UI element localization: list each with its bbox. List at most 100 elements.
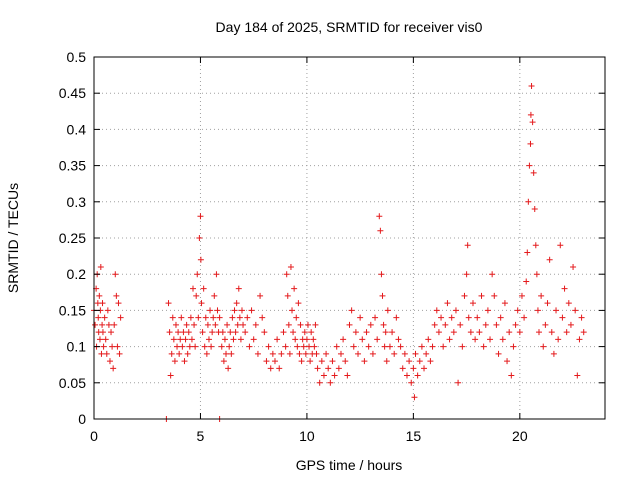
data-point [538, 292, 545, 299]
data-point [211, 292, 218, 299]
data-point [261, 329, 268, 336]
data-point [179, 343, 186, 350]
y-tick-label: 0.45 [59, 85, 86, 101]
data-point [378, 271, 385, 278]
data-point [383, 358, 390, 365]
data-point [542, 321, 549, 328]
data-point [570, 263, 577, 270]
y-tick-label: 0.25 [59, 230, 86, 246]
data-point [323, 350, 330, 357]
data-point [527, 140, 534, 147]
x-tick-label: 15 [406, 428, 422, 444]
data-point [464, 242, 471, 249]
data-point [289, 307, 296, 314]
data-point [92, 321, 99, 328]
data-point [487, 336, 494, 343]
data-point [350, 343, 357, 350]
data-point [193, 292, 200, 299]
data-point [565, 300, 572, 307]
data-point [185, 329, 192, 336]
data-point [550, 350, 557, 357]
x-tick-label: 20 [512, 428, 528, 444]
x-tick-label: 5 [197, 428, 205, 444]
data-point [521, 314, 528, 321]
data-point [235, 285, 242, 292]
data-point [238, 307, 245, 314]
data-point [418, 343, 425, 350]
data-point [233, 300, 240, 307]
data-point [572, 307, 579, 314]
data-point [367, 321, 374, 328]
data-point [176, 350, 183, 357]
data-point [271, 358, 278, 365]
data-point [263, 358, 270, 365]
data-point [114, 343, 121, 350]
data-point [530, 169, 537, 176]
data-point [274, 336, 281, 343]
data-point [497, 314, 504, 321]
y-tick-label: 0.1 [67, 339, 87, 355]
data-point [435, 329, 442, 336]
data-point [465, 314, 472, 321]
data-point [561, 285, 568, 292]
data-point [254, 350, 261, 357]
data-point [534, 307, 541, 314]
data-point [329, 358, 336, 365]
data-point [204, 321, 211, 328]
data-point [416, 358, 423, 365]
data-point [190, 285, 197, 292]
data-point [197, 256, 204, 263]
data-point [207, 307, 214, 314]
data-point [406, 358, 413, 365]
data-point [455, 379, 462, 386]
data-point [401, 350, 408, 357]
data-point [111, 321, 118, 328]
data-point [553, 307, 560, 314]
data-point [344, 372, 351, 379]
ticks-layer: 0 0.05 0.1 0.15 0.2 0.25 0.3 0.35 0.4 0.45 0.5 0 5 10… [59, 49, 605, 444]
data-point [208, 343, 215, 350]
data-point [580, 329, 587, 336]
data-point [231, 307, 238, 314]
data-point [506, 329, 513, 336]
data-point [307, 358, 314, 365]
data-point [425, 336, 432, 343]
y-tick-label: 0.05 [59, 375, 86, 391]
x-tick-label: 0 [90, 428, 98, 444]
data-point [535, 329, 542, 336]
data-point [113, 292, 120, 299]
data-point [431, 321, 438, 328]
data-point [444, 300, 451, 307]
data-point [308, 329, 315, 336]
data-point [423, 350, 430, 357]
data-point [499, 336, 506, 343]
data-point [186, 343, 193, 350]
data-point [237, 336, 244, 343]
data-point [265, 343, 272, 350]
data-point [450, 329, 457, 336]
data-point [379, 292, 386, 299]
data-point [448, 314, 455, 321]
data-point [463, 271, 470, 278]
data-point [167, 372, 174, 379]
data-point [295, 300, 302, 307]
data-point [284, 292, 291, 299]
data-point [110, 365, 117, 372]
data-point [213, 271, 220, 278]
data-point [240, 321, 247, 328]
data-point [196, 235, 203, 241]
data-point [474, 314, 481, 321]
data-point [331, 372, 338, 379]
data-point [327, 379, 334, 386]
data-point [99, 321, 106, 328]
data-point [563, 329, 570, 336]
data-point [226, 343, 233, 350]
data-point [229, 314, 236, 321]
data-point [101, 314, 108, 321]
data-point [527, 111, 534, 118]
data-point [484, 307, 491, 314]
data-point [106, 358, 113, 365]
data-point [355, 350, 362, 357]
y-tick-label: 0.3 [67, 194, 87, 210]
